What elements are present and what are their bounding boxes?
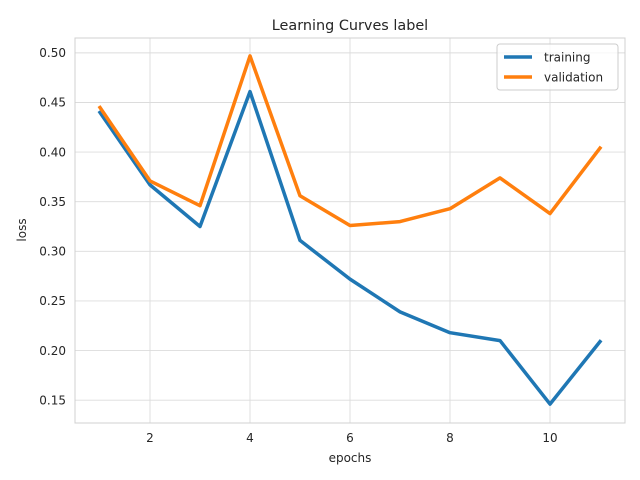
x-tick-label: 10 (542, 431, 557, 445)
training-series-line (97, 89, 603, 406)
grid-lines (75, 38, 625, 423)
chart-title: Learning Curves label (272, 18, 428, 34)
y-tick-label: 0.25 (39, 294, 66, 308)
legend-label: training (544, 50, 591, 64)
series-lines (97, 54, 603, 406)
plot-frame (74, 37, 626, 424)
y-tick-label: 0.35 (39, 195, 66, 209)
x-tick-label: 4 (246, 431, 254, 445)
x-tick-label: 8 (446, 431, 454, 445)
x-tick-label: 6 (346, 431, 354, 445)
y-tick-label: 0.50 (39, 46, 66, 60)
y-tick-label: 0.40 (39, 145, 66, 159)
y-tick-label: 0.30 (39, 245, 66, 259)
y-axis-label: loss (15, 218, 29, 241)
x-tick-label: 2 (146, 431, 154, 445)
y-tick-label: 0.45 (39, 96, 66, 110)
y-tick-labels: 0.15 0.20 0.25 0.30 0.35 0.40 0.45 0.50 (39, 46, 66, 407)
validation-series-line (97, 54, 603, 228)
y-tick-label: 0.15 (39, 393, 66, 407)
y-tick-label: 0.20 (39, 344, 66, 358)
x-axis-label: epochs (329, 451, 372, 465)
legend: training validation (496, 43, 619, 91)
legend-label: validation (544, 70, 603, 84)
x-tick-labels: 2 4 6 8 10 (146, 431, 557, 445)
